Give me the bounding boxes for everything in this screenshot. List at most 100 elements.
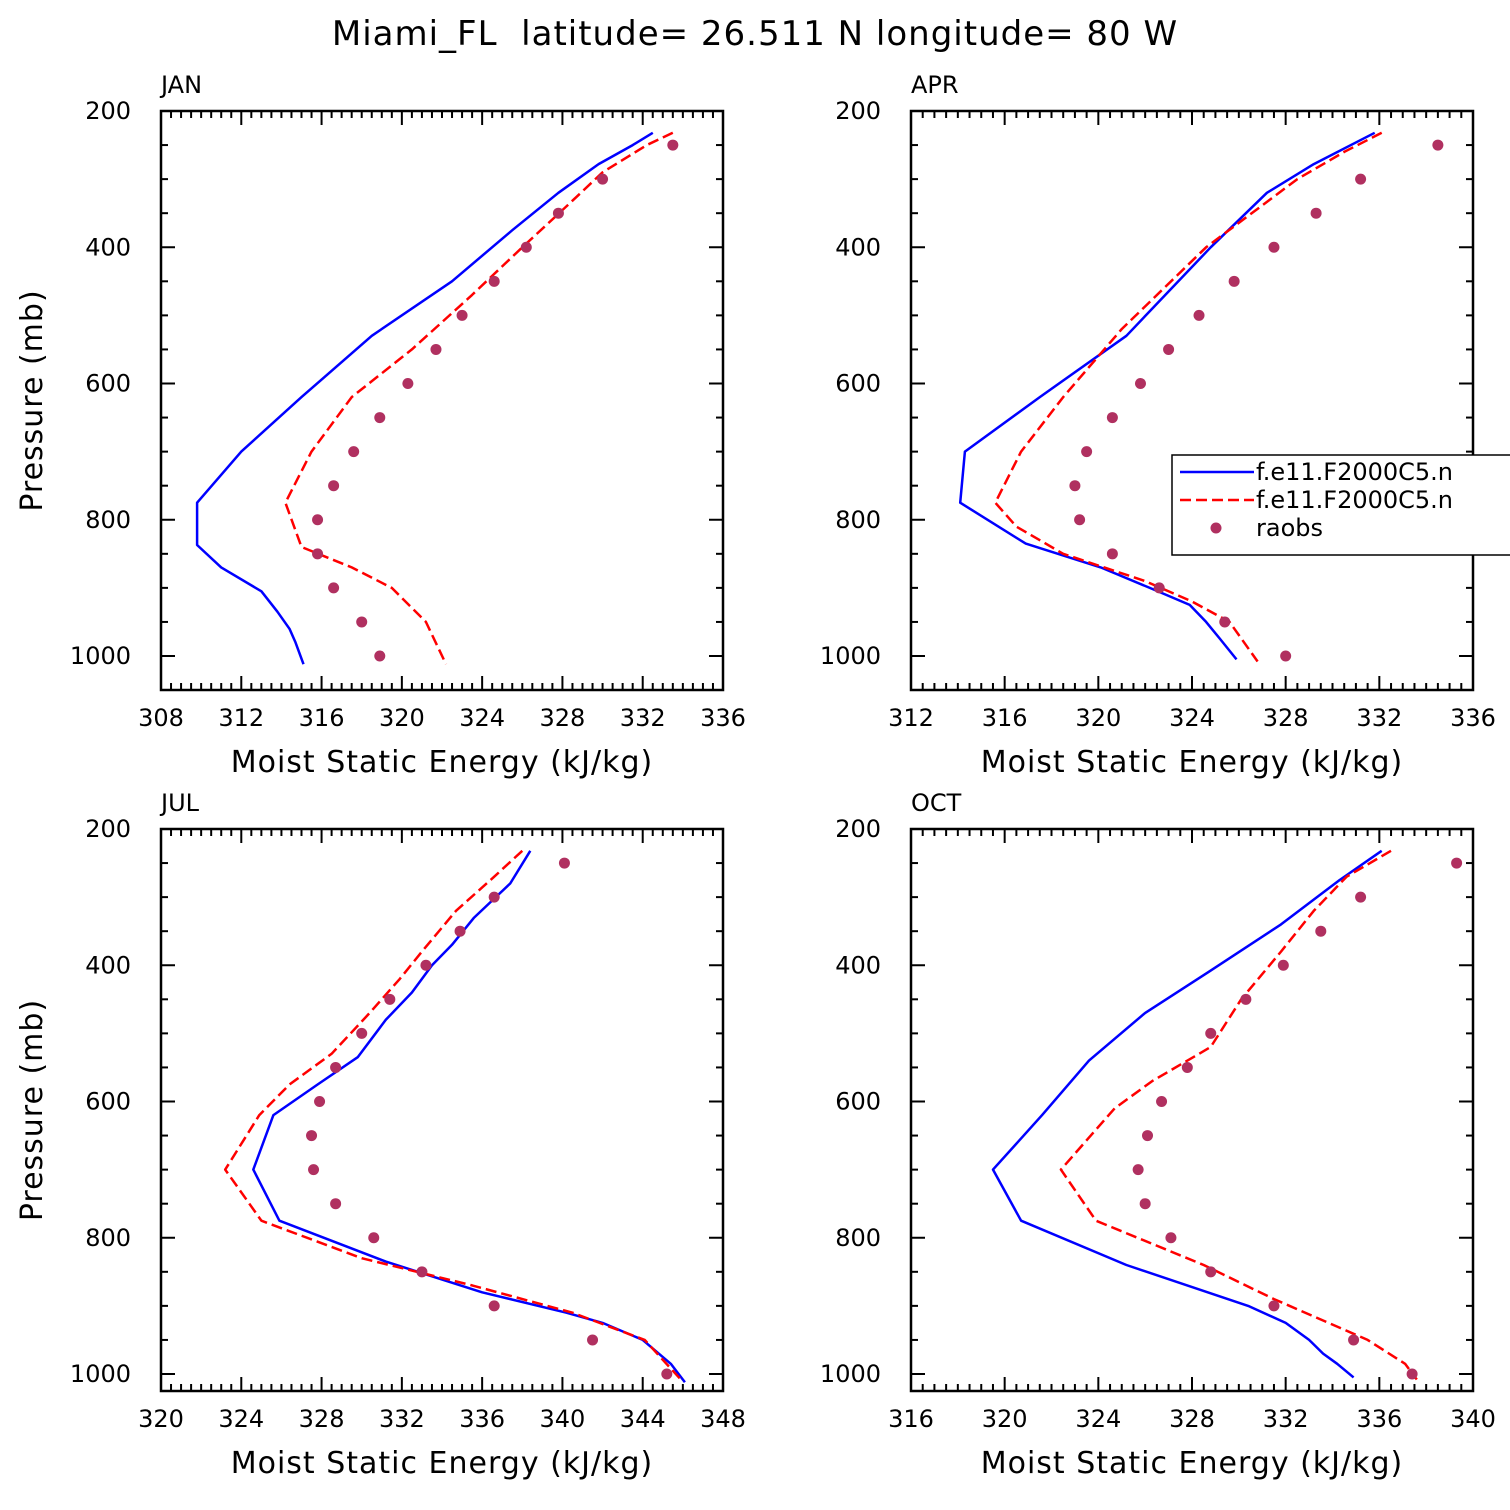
x-tick-label: 332 [1263, 1405, 1309, 1433]
x-tick-label: 316 [888, 1405, 934, 1433]
raobs-point [312, 548, 324, 560]
raobs-point [456, 309, 468, 321]
raobs-point [356, 616, 368, 628]
raobs-point [558, 857, 570, 869]
raobs-point [356, 1027, 368, 1039]
x-tick-label: 324 [1169, 704, 1215, 732]
panel-oct: OCT 316 320 324 328 332 336 340 200 400 600 800 1000… [820, 789, 1496, 1481]
raobs-point [488, 891, 500, 903]
raobs-point [1181, 1061, 1193, 1073]
x-tick-label: 336 [1356, 1405, 1402, 1433]
raobs-point [1355, 891, 1367, 903]
x-tick-label: 312 [888, 704, 934, 732]
y-tick-label: 1000 [820, 1360, 881, 1388]
x-tick-label: 348 [700, 1405, 746, 1433]
y-tick-label: 800 [835, 506, 881, 534]
raobs-point [1451, 857, 1463, 869]
panel-label: OCT [911, 789, 962, 817]
x-tick-label: 336 [459, 1405, 505, 1433]
raobs-point [1165, 1232, 1177, 1244]
model-1-line [252, 850, 686, 1383]
raobs-point [1132, 1164, 1144, 1176]
raobs-point [1310, 207, 1322, 219]
x-tick-label: 328 [1263, 704, 1309, 732]
raobs-point [1193, 309, 1205, 321]
raobs-point [420, 959, 432, 971]
x-tick-label: 332 [379, 1405, 425, 1433]
x-axis-title: Moist Static Energy (kJ/kg) [231, 745, 654, 780]
raobs-point [1153, 582, 1165, 594]
raobs-point [1134, 378, 1146, 389]
y-tick-label: 600 [835, 370, 881, 398]
raobs-point [328, 582, 340, 594]
panel-jan: JAN 308 312 316 320 324 328 332 336 200 400 600 800 1… [15, 71, 746, 780]
raobs-point [1219, 616, 1231, 628]
y-tick-label: 400 [85, 233, 131, 261]
raobs-point [1156, 1096, 1168, 1107]
axes-frame [159, 109, 725, 692]
model-2-line [1059, 849, 1418, 1381]
raobs-point [368, 1232, 380, 1244]
raobs-point [1074, 514, 1086, 526]
y-tick-label: 600 [85, 1088, 131, 1116]
raobs-point [1355, 173, 1367, 185]
x-tick-label: 324 [1075, 1405, 1121, 1433]
raobs-point [1432, 139, 1444, 151]
axes-frame [159, 827, 725, 1393]
legend-marker-raobs [1210, 522, 1222, 534]
x-tick-label: 316 [299, 704, 345, 732]
x-tick-label: 336 [700, 704, 746, 732]
raobs-point [1268, 241, 1280, 253]
x-tick-label: 336 [1450, 704, 1496, 732]
raobs-point [1240, 993, 1252, 1005]
raobs-point [374, 412, 386, 424]
x-tick-label: 312 [218, 704, 264, 732]
x-tick-label: 320 [982, 1405, 1028, 1433]
y-tick-label: 200 [85, 97, 131, 125]
raobs-point [330, 1198, 342, 1210]
x-tick-label: 332 [620, 704, 666, 732]
x-tick-label: 320 [138, 1405, 184, 1433]
legend-label: raobs [1256, 514, 1323, 542]
legend-label: f.e11.F2000C5.n [1256, 486, 1453, 514]
x-axis-title: Moist Static Energy (kJ/kg) [981, 745, 1404, 780]
legend-label: f.e11.F2000C5.n [1256, 458, 1453, 486]
figure-title: Miami_FL latitude= 26.511 N longitude= 8… [332, 14, 1178, 54]
raobs-point [661, 1368, 673, 1380]
x-tick-label: 340 [540, 1405, 586, 1433]
panels: JAN 308 312 316 320 324 328 332 336 200 400 600 800 1… [15, 71, 1496, 1481]
x-tick-label: 328 [1169, 1405, 1215, 1433]
raobs-point [552, 207, 564, 219]
model-2-line [223, 849, 682, 1381]
raobs-point [667, 139, 679, 151]
x-tick-label: 308 [138, 704, 184, 732]
y-tick-label: 400 [835, 951, 881, 979]
model-2-line [994, 131, 1383, 663]
raobs-point [488, 1300, 500, 1312]
x-tick-label: 328 [299, 1405, 345, 1433]
x-tick-label: 316 [982, 704, 1028, 732]
raobs-point [1277, 959, 1289, 971]
model-2-line [284, 131, 674, 665]
x-tick-label: 344 [620, 1405, 666, 1433]
y-tick-label: 200 [85, 815, 131, 843]
raobs-point [1268, 1300, 1280, 1312]
raobs-point [597, 173, 609, 185]
y-tick-label: 1000 [70, 642, 131, 670]
axes-frame [909, 109, 1475, 692]
raobs-point [306, 1130, 318, 1142]
raobs-point [312, 514, 324, 526]
panel-label: JUL [159, 789, 200, 817]
y-tick-label: 800 [835, 1224, 881, 1252]
panel-jul: JUL 320 324 328 332 336 340 344 348 200 400 600 800 1… [15, 789, 746, 1481]
y-tick-label: 600 [835, 1088, 881, 1116]
raobs-point [454, 925, 466, 937]
y-tick-label: 400 [835, 233, 881, 261]
raobs-point [1348, 1334, 1360, 1346]
raobs-point [1406, 1368, 1418, 1380]
model-1-line [958, 131, 1376, 661]
raobs-point [1280, 650, 1292, 662]
raobs-point [374, 650, 386, 662]
raobs-point [488, 275, 500, 287]
